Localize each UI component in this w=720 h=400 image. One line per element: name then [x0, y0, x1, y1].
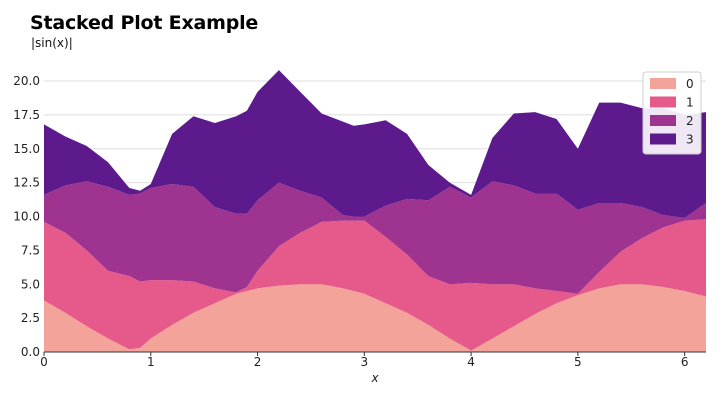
x-tick-label: 6: [681, 355, 689, 369]
x-tick-label: 2: [254, 355, 262, 369]
y-tick-label: 20.0: [13, 74, 40, 88]
x-tick-label: 0: [40, 355, 48, 369]
y-tick-label: 15.0: [13, 142, 40, 156]
y-tick-label: 17.5: [13, 108, 40, 122]
x-axis-label: x: [370, 371, 379, 385]
axes: 0.0 2.5 5.0 7.5 10.0 12.5 15.0 17.5 20.0 0 1 2 3 4 5 6: [13, 74, 706, 369]
x-tick-label: 4: [467, 355, 475, 369]
area-series-1: [44, 219, 706, 351]
legend-swatch-2: [650, 115, 676, 126]
y-tick-label: 2.5: [21, 311, 40, 325]
y-tick-label: 12.5: [13, 176, 40, 190]
y-tick-label: 10.0: [13, 210, 40, 224]
chart-subtitle: |sin(x)|: [31, 36, 73, 50]
x-tick-label: 5: [574, 355, 582, 369]
y-tick-label: 0.0: [21, 345, 40, 359]
legend-label-3: 3: [686, 133, 694, 147]
legend-swatch-1: [650, 96, 676, 108]
legend-swatch-3: [650, 133, 676, 145]
legend-label-0: 0: [686, 77, 694, 91]
y-tick-label: 7.5: [21, 243, 40, 257]
legend-label-1: 1: [686, 96, 694, 110]
legend: 0 1 2 3: [642, 71, 702, 155]
area-series-0: [44, 284, 706, 352]
area-series-group: [44, 70, 706, 352]
chart-title: Stacked Plot Example: [30, 12, 259, 34]
x-tick-label: 3: [361, 355, 369, 369]
area-series-3: [44, 70, 706, 218]
area-series-2: [44, 181, 706, 294]
legend-swatch-0: [650, 78, 676, 89]
x-tick-label: 1: [147, 355, 155, 369]
y-tick-label: 5.0: [21, 277, 40, 291]
legend-label-2: 2: [686, 114, 694, 128]
